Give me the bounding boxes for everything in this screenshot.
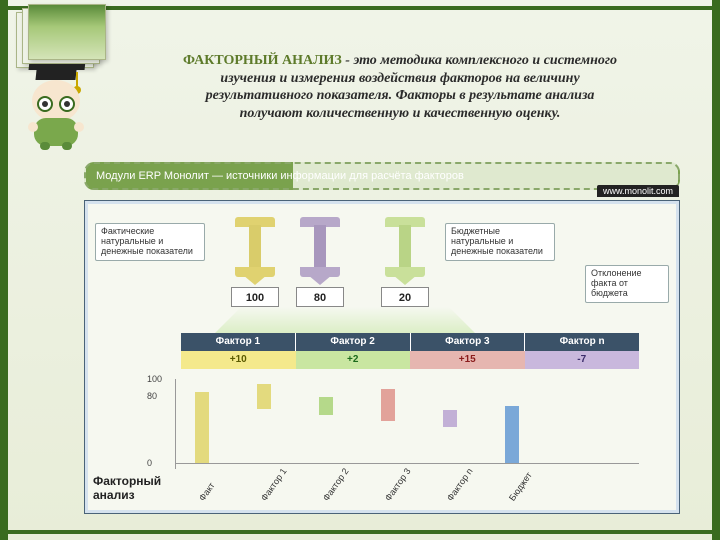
xlabel-3: Фактор 3 (383, 466, 413, 502)
modules-band: Модули ERP Монолит — источники информаци… (84, 162, 680, 190)
chart-area (181, 379, 639, 463)
factor-header-2: Фактор 3 (411, 333, 526, 351)
ibeam-value-0: 100 (231, 287, 279, 307)
bar-3 (381, 389, 395, 421)
border-right (712, 0, 720, 540)
modules-text: Модули ERP Монолит — источники информаци… (96, 170, 464, 182)
ibeam-value-1: 80 (296, 287, 344, 307)
bar-0 (195, 392, 209, 463)
factor-header-0: Фактор 1 (181, 333, 296, 351)
ytick-80: 80 (147, 391, 157, 401)
mascot (20, 70, 92, 148)
ibeam-2 (385, 217, 425, 285)
x-axis (175, 463, 639, 464)
xlabel-5: Бюджет (507, 470, 534, 502)
panel-caption: Факторныйанализ (93, 475, 161, 503)
page-title: ФАКТОРНЫЙ АНАЛИЗ - это методика комплекс… (110, 52, 690, 122)
xlabel-4: Фактор n (445, 466, 475, 502)
title-keyword: ФАКТОРНЫЙ АНАЛИЗ (183, 53, 342, 68)
factor-value-1: +2 (296, 351, 411, 369)
xlabel-2: Фактор 2 (321, 466, 351, 502)
bar-4 (443, 410, 457, 427)
label-actual: Фактические натуральные и денежные показ… (95, 223, 205, 261)
factor-value-row: +10+2+15-7 (181, 351, 639, 369)
xlabel-1: Фактор 1 (259, 466, 289, 502)
factor-header-1: Фактор 2 (296, 333, 411, 351)
border-left (0, 0, 8, 540)
title-line3: результативного показателя. Факторы в ре… (206, 88, 595, 103)
label-budget: Бюджетные натуральные и денежные показат… (445, 223, 555, 261)
ytick-0: 0 (147, 458, 152, 468)
factor-value-0: +10 (181, 351, 296, 369)
main-panel: www.monolit.com Фактические натуральные … (84, 200, 680, 514)
ibeam-value-2: 20 (381, 287, 429, 307)
watermark: www.monolit.com (597, 185, 679, 197)
bar-1 (257, 384, 271, 409)
spread-cone (215, 307, 475, 333)
header-card-front (28, 4, 106, 60)
ytick-100: 100 (147, 374, 162, 384)
border-top (8, 6, 712, 10)
factor-value-2: +15 (410, 351, 525, 369)
bar-5 (505, 406, 519, 463)
bar-2 (319, 397, 333, 415)
title-line4: получают количественную и качественную о… (240, 106, 561, 121)
label-deviation: Отклонение факта от бюджета (585, 265, 669, 303)
border-bottom (8, 530, 712, 534)
factor-header-3: Фактор n (525, 333, 639, 351)
ibeam-0 (235, 217, 275, 285)
factor-header-row: Фактор 1Фактор 2Фактор 3Фактор n (181, 333, 639, 351)
title-line2: изучения и измерения воздействия факторо… (220, 71, 579, 86)
ibeam-1 (300, 217, 340, 285)
y-axis (175, 379, 176, 469)
title-line1: - это методика комплексного и системного (342, 53, 617, 68)
xlabel-0: Факт (197, 481, 217, 503)
factor-value-3: -7 (525, 351, 640, 369)
